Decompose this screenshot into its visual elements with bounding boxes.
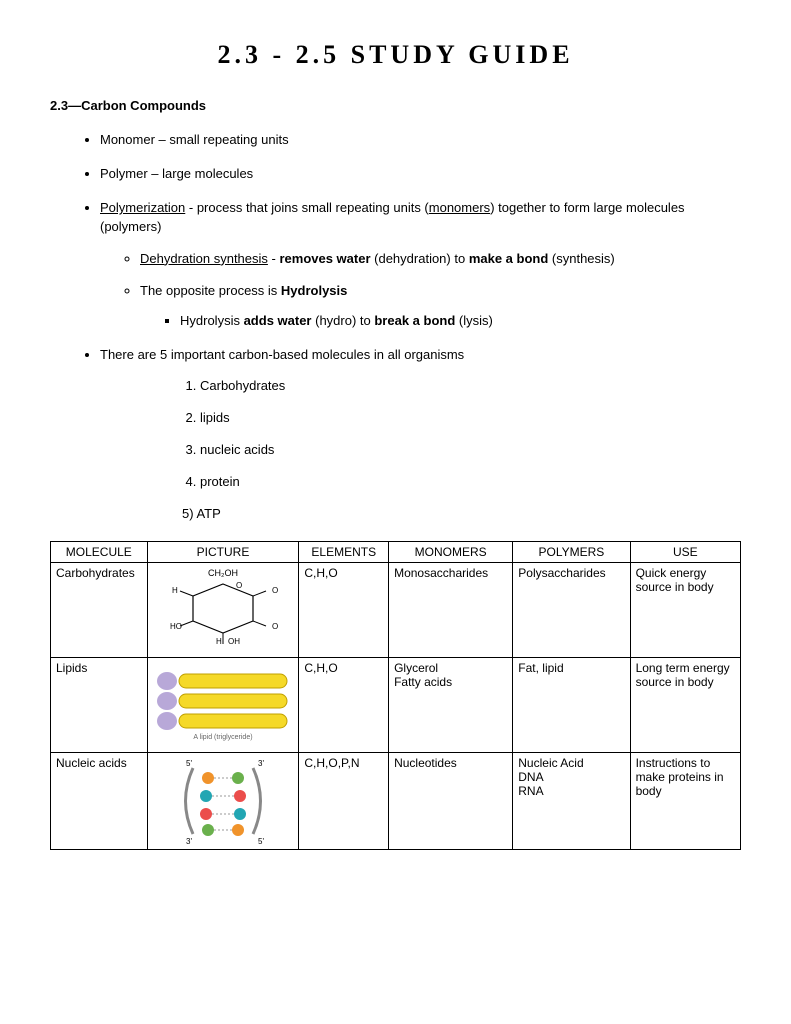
main-bullets: Monomer – small repeating units Polymer … — [50, 131, 741, 523]
cell-elements: C,H,O — [299, 563, 389, 658]
svg-text:A lipid (triglyceride): A lipid (triglyceride) — [193, 734, 252, 741]
cell-use: Quick energy source in body — [630, 563, 740, 658]
num-atp: 5) ATP — [182, 505, 741, 523]
cell-elements: C,H,O,P,N — [299, 753, 389, 850]
bullet-five-molecules: There are 5 important carbon-based molec… — [100, 346, 741, 523]
svg-text:5': 5' — [258, 837, 264, 846]
cell-monomers: Nucleotides — [389, 753, 513, 850]
sub-bullets-polymerization: Dehydration synthesis - removes water (d… — [100, 250, 741, 331]
bullet-polymerization: Polymerization - process that joins smal… — [100, 199, 741, 330]
th-elements: ELEMENTS — [299, 542, 389, 563]
term-monomers: monomers — [429, 200, 490, 215]
th-picture: PICTURE — [147, 542, 299, 563]
cell-polymers: Nucleic Acid DNA RNA — [513, 753, 630, 850]
cell-monomers: Glycerol Fatty acids — [389, 658, 513, 753]
cell-molecule: Nucleic acids — [51, 753, 148, 850]
cell-molecule: Carbohydrates — [51, 563, 148, 658]
cell-use: Long term energy source in body — [630, 658, 740, 753]
svg-text:3': 3' — [258, 759, 264, 768]
svg-text:OH: OH — [272, 622, 278, 631]
th-polymers: POLYMERS — [513, 542, 630, 563]
sub-dehydration: Dehydration synthesis - removes water (d… — [140, 250, 741, 268]
cell-use: Instructions to make proteins in body — [630, 753, 740, 850]
num-nucleic: nucleic acids — [200, 441, 741, 459]
molecule-table: MOLECULE PICTURE ELEMENTS MONOMERS POLYM… — [50, 541, 741, 850]
term-dehydration-synthesis: Dehydration synthesis — [140, 251, 268, 266]
svg-text:3': 3' — [186, 837, 192, 846]
section-heading: 2.3—Carbon Compounds — [50, 98, 741, 113]
table-row: Carbohydrates CH₂OH OH OH H HO H OH O C,H… — [51, 563, 741, 658]
cell-polymers: Fat, lipid — [513, 658, 630, 753]
bullet-polymer: Polymer – large molecules — [100, 165, 741, 183]
cell-polymers: Polysaccharides — [513, 563, 630, 658]
svg-text:O: O — [236, 581, 242, 590]
table-row: Lipids A lipid (triglyceride) C,H,O Glyc… — [51, 658, 741, 753]
term-polymerization: Polymerization — [100, 200, 185, 215]
sub-sub-hydrolysis: Hydrolysis adds water (hydro) to break a… — [140, 312, 741, 330]
svg-text:H: H — [216, 637, 222, 646]
num-carbs: Carbohydrates — [200, 377, 741, 395]
page-title: 2.3 - 2.5 STUDY GUIDE — [50, 40, 741, 70]
cell-elements: C,H,O — [299, 658, 389, 753]
subsub-hydrolysis-detail: Hydrolysis adds water (hydro) to break a… — [180, 312, 741, 330]
cell-picture: 5' 3' 3' 5' — [147, 753, 299, 850]
num-lipids: lipids — [200, 409, 741, 427]
svg-text:5': 5' — [186, 759, 192, 768]
cell-monomers: Monosaccharides — [389, 563, 513, 658]
th-use: USE — [630, 542, 740, 563]
bullet-monomer: Monomer – small repeating units — [100, 131, 741, 149]
th-molecule: MOLECULE — [51, 542, 148, 563]
svg-text:OH: OH — [228, 637, 240, 646]
svg-text:CH₂OH: CH₂OH — [208, 568, 238, 578]
table-header-row: MOLECULE PICTURE ELEMENTS MONOMERS POLYM… — [51, 542, 741, 563]
svg-text:H: H — [172, 586, 178, 595]
sub-hydrolysis: The opposite process is Hydrolysis Hydro… — [140, 282, 741, 330]
num-protein: protein — [200, 473, 741, 491]
numbered-list: Carbohydrates lipids nucleic acids prote… — [100, 377, 741, 492]
cell-molecule: Lipids — [51, 658, 148, 753]
cell-picture: CH₂OH OH OH H HO H OH O — [147, 563, 299, 658]
th-monomers: MONOMERS — [389, 542, 513, 563]
table-row: Nucleic acids 5' 3' 3' 5' C,H,O,P,N Nucleo… — [51, 753, 741, 850]
svg-text:HO: HO — [170, 622, 182, 631]
cell-picture: A lipid (triglyceride) — [147, 658, 299, 753]
svg-text:OH: OH — [272, 586, 278, 595]
